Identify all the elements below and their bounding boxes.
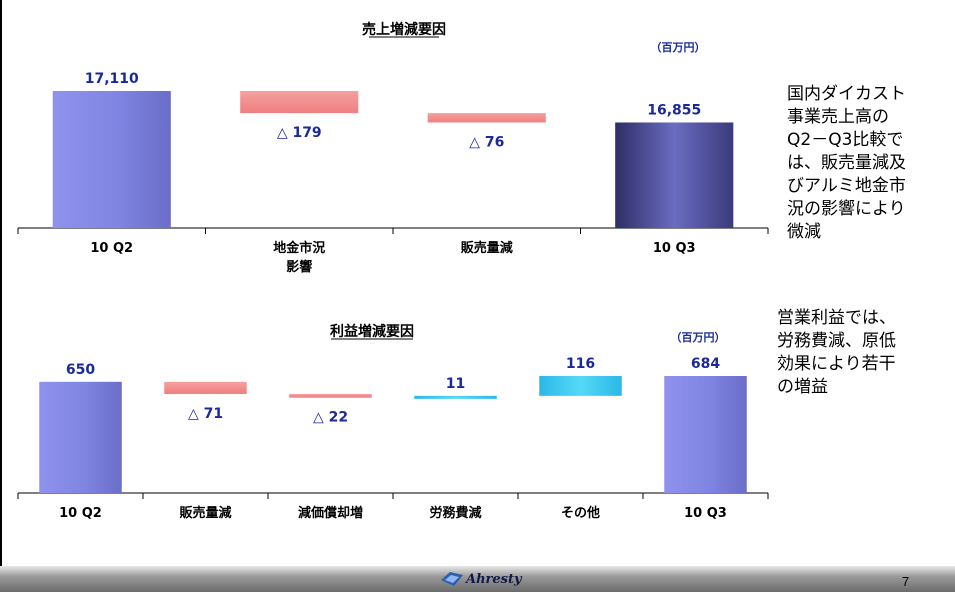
bar-4 [539,376,622,396]
bar-0 [39,381,122,493]
bar-value-label-0: 650 [66,362,95,378]
x-tick-label-4: その他 [561,505,600,521]
bar-value-label-1: △ 71 [188,406,223,422]
bar-1 [240,91,359,114]
slide-left-border [0,0,2,592]
chart-title: 利益増減要因 [330,323,414,340]
x-tick-label-1: 販売量減 [179,505,231,521]
x-tick-label-5: 10 Q3 [684,506,727,521]
bar-value-label-0: 17,110 [85,71,139,87]
bar-2 [289,393,372,398]
x-tick-label-2: 販売量減 [461,240,513,256]
bar-3 [615,122,734,228]
bar-3 [414,395,497,399]
x-tick-label-3: 10 Q3 [653,241,696,256]
bar-value-label-3: 11 [446,376,465,392]
sales-factor-chart: 売上増減要因 （百万円） 17,110 10 Q2 △ 179 地金市況影響 △ 76 販売量… [17,21,769,275]
bar-value-label-2: △ 76 [469,134,504,150]
page-number: 7 [902,574,910,589]
footer-bar [0,566,955,592]
bar-value-label-5: 684 [691,356,720,372]
logo-diamond-icon [441,572,463,586]
company-logo: Ahresty [441,570,522,588]
bar-value-label-1: △ 179 [277,125,322,141]
x-tick-label-3: 労務費減 [429,505,481,521]
x-tick-label-2: 減価償却増 [298,505,363,521]
logo-text: Ahresty [466,571,522,587]
sales-side-note: 国内ダイカスト 事業売上高の Q2－Q3比較で は、販売量減及 びアルミ地金市 … [787,84,906,242]
bar-5 [664,376,747,493]
bar-1 [164,381,247,394]
profit-side-note: 営業利益では、 労務費減、原低 効果により若干 の増益 [777,308,896,397]
x-tick-label-0: 10 Q2 [59,506,102,521]
profit-factor-chart: 利益増減要因 （百万円） 650 10 Q2 △ 71 販売量減 △ 22 減価償却増 11 労務… [17,323,769,521]
bar-value-label-2: △ 22 [313,410,348,426]
bar-0 [52,91,171,228]
bar-2 [427,113,546,123]
x-tick-label-0: 10 Q2 [90,241,133,256]
chart-title: 売上増減要因 [362,21,446,38]
charts-canvas: 売上増減要因 （百万円） 17,110 10 Q2 △ 179 地金市況影響 △ 76 販売量… [17,21,769,521]
x-tick-label-1: 地金市況影響 [273,240,325,275]
bar-value-label-3: 16,855 [647,102,701,118]
unit-label: （百万円） [671,331,726,344]
bar-value-label-4: 116 [566,356,595,372]
unit-label: （百万円） [651,41,706,54]
